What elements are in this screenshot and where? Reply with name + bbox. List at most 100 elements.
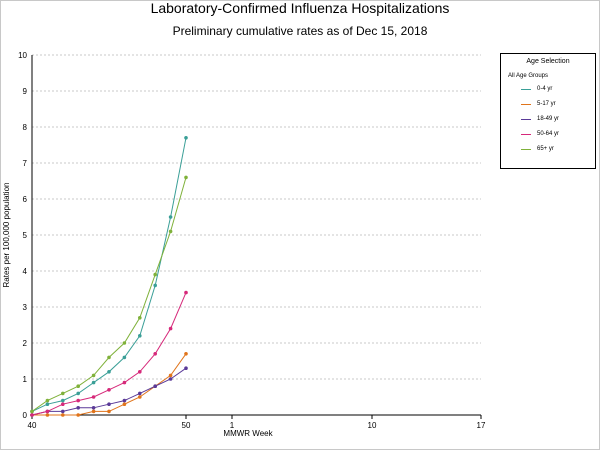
legend-label: 0-4 yr [537,86,553,92]
data-point[interactable] [168,229,173,234]
series-18-49-yr [30,366,188,417]
data-point[interactable] [91,395,96,399]
y-tick-label: 9 [23,87,28,96]
chart-subtitle: Preliminary cumulative rates as of Dec 1… [172,24,428,38]
data-point[interactable] [184,366,188,371]
data-point[interactable] [122,355,127,360]
data-point[interactable] [138,316,142,320]
legend-swatch [521,148,531,150]
legend-all-age-groups[interactable]: All Age Groups [508,73,549,79]
data-point[interactable] [45,409,50,414]
x-tick-label: 40 [28,421,37,430]
data-point[interactable] [76,384,80,389]
data-point[interactable] [168,373,173,378]
y-tick-label: 5 [23,231,28,240]
x-axis-title: MMWR Week [223,429,273,438]
data-point[interactable] [184,175,188,180]
legend-title: Age Selection [526,58,570,65]
data-point[interactable] [122,402,127,407]
data-point[interactable] [184,136,188,140]
data-point[interactable] [107,402,111,407]
x-tick-label: 50 [182,421,191,430]
legend-label: 18-49 yr [537,116,560,122]
data-point[interactable] [61,409,65,414]
data-point[interactable] [138,395,142,399]
y-tick-label: 6 [23,195,28,204]
data-point[interactable] [91,373,96,378]
legend-item[interactable]: 5-17 yr [521,99,556,109]
data-point[interactable] [61,402,65,407]
x-tick-label: 10 [368,421,377,430]
series-65-yr [30,175,188,414]
data-point[interactable] [122,380,127,385]
legend-label: 65+ yr [537,146,554,152]
data-point[interactable] [61,413,65,417]
y-tick-label: 7 [23,159,28,168]
axes [31,55,481,416]
legend-swatch [521,118,531,120]
data-point[interactable] [122,398,127,403]
legend-label: 50-64 yr [537,131,560,137]
series-line [31,177,187,412]
x-tick-label: 17 [477,421,486,430]
y-tick-label: 3 [23,303,28,312]
data-point[interactable] [91,380,96,385]
series-50-64-yr [30,290,188,417]
data-point[interactable] [45,413,50,417]
data-point[interactable] [107,355,111,360]
data-point[interactable] [30,413,34,417]
data-point[interactable] [168,326,173,331]
y-axis-title: Rates per 100,000 population [2,183,11,288]
data-point[interactable] [153,352,157,356]
y-tick-label: 0 [23,411,28,420]
data-point[interactable] [76,398,80,403]
x-tick-labels: 40 50 1 10 17 [28,415,486,430]
data-point[interactable] [153,283,157,288]
y-tick-label: 2 [23,339,28,348]
data-point[interactable] [138,334,142,338]
data-point[interactable] [153,384,157,389]
chart-title: Laboratory-Confirmed Influenza Hospitali… [150,0,450,16]
legend-swatch [521,133,531,135]
data-point[interactable] [30,409,34,414]
series-group [30,136,188,417]
data-point[interactable] [76,413,80,417]
data-point[interactable] [107,388,111,392]
legend-swatch [521,88,531,90]
y-tick-labels: 0 1 2 3 4 5 6 7 8 9 10 [18,51,27,420]
data-point[interactable] [138,370,142,374]
data-point[interactable] [184,352,188,356]
series-5-17-yr [30,352,188,417]
data-point[interactable] [168,215,173,219]
data-point[interactable] [107,370,111,374]
data-point[interactable] [45,398,50,403]
legend-item[interactable]: 65+ yr [521,144,554,154]
legend-item[interactable]: 50-64 yr [521,129,559,139]
data-point[interactable] [91,409,96,414]
data-point[interactable] [61,391,65,396]
data-point[interactable] [168,377,173,381]
y-tick-label: 8 [23,123,28,132]
grid-lines [32,54,481,380]
legend: Age Selection All Age Groups 0-4 yr 5-17 … [500,53,596,169]
data-point[interactable] [76,406,80,410]
data-point[interactable] [153,272,157,277]
data-point[interactable] [138,391,142,396]
data-point[interactable] [61,398,65,403]
legend-swatch [521,103,531,105]
y-tick-label: 10 [18,51,27,60]
y-tick-label: 1 [23,375,28,384]
data-point[interactable] [184,290,188,295]
legend-item[interactable]: 18-49 yr [521,114,559,124]
data-point[interactable] [45,402,50,407]
x-tick-label: 1 [230,421,235,430]
y-tick-label: 4 [23,267,28,276]
legend-item[interactable]: 0-4 yr [521,84,552,94]
data-point[interactable] [107,409,111,414]
legend-label: 5-17 yr [537,101,556,107]
data-point[interactable] [91,406,96,410]
data-point[interactable] [76,391,80,396]
series-0-4-yr [30,136,188,414]
data-point[interactable] [122,341,127,345]
